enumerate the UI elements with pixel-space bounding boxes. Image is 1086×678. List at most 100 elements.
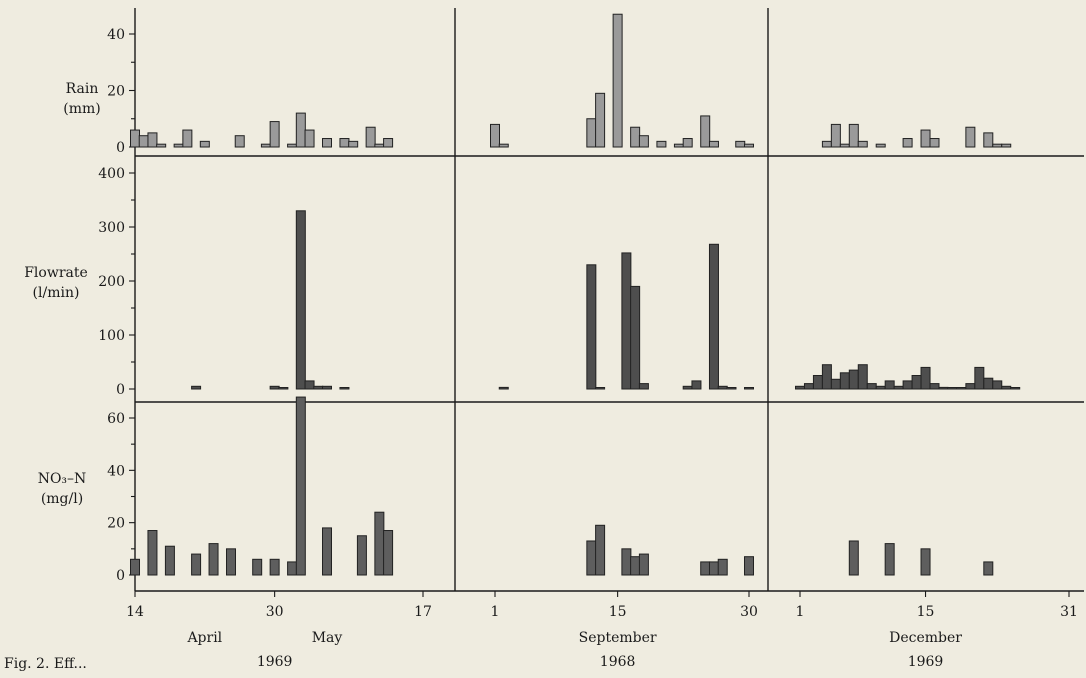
bar-flow xyxy=(630,285,641,390)
x-tick-label: 15 xyxy=(917,604,935,620)
bar-flow xyxy=(595,387,606,390)
bar-flow xyxy=(708,243,719,390)
bar-nitrate xyxy=(252,558,263,576)
y-axis-label-nitrate: NO₃–N xyxy=(38,471,87,487)
bar-rain xyxy=(260,143,271,148)
bar-flow xyxy=(947,387,958,390)
bar-rain xyxy=(612,13,623,148)
bar-rain xyxy=(595,92,606,148)
bar-flow xyxy=(920,366,931,390)
year-label: 1969 xyxy=(257,654,293,670)
bar-rain xyxy=(1001,143,1012,148)
bar-nitrate xyxy=(322,527,332,576)
bar-nitrate xyxy=(920,548,931,576)
bar-nitrate xyxy=(164,545,175,576)
bar-rain xyxy=(630,126,641,148)
bar-rain xyxy=(708,140,719,148)
y-tick-label-nitrate: 60 xyxy=(107,411,125,427)
y-tick-label-flow: 400 xyxy=(98,166,125,182)
y-tick-label-flow: 300 xyxy=(98,220,125,236)
bar-rain xyxy=(130,129,140,148)
y-tick-label-nitrate: 20 xyxy=(107,516,125,532)
bar-flow xyxy=(974,366,985,390)
bar-rain xyxy=(138,135,149,148)
bar-rain xyxy=(173,143,184,148)
bar-nitrate xyxy=(383,530,394,576)
bar-nitrate xyxy=(374,511,385,576)
bar-rain xyxy=(269,121,280,148)
bar-rain xyxy=(821,140,832,148)
bar-rain xyxy=(295,112,306,148)
bar-flow xyxy=(269,385,280,390)
bar-flow xyxy=(339,387,350,390)
bar-flow xyxy=(682,385,693,390)
bar-rain xyxy=(348,140,359,148)
bar-flow xyxy=(726,387,737,390)
bar-rain xyxy=(374,143,385,148)
bar-flow xyxy=(929,383,940,390)
bar-nitrate xyxy=(226,548,236,576)
bar-flow xyxy=(717,385,728,390)
bar-nitrate xyxy=(147,530,158,576)
bar-rain xyxy=(839,143,850,148)
bar-rain xyxy=(234,135,245,148)
bar-flow xyxy=(866,383,877,390)
bar-rain xyxy=(287,143,298,148)
bar-flow xyxy=(691,380,702,390)
bar-nitrate xyxy=(595,524,606,576)
bar-flow xyxy=(278,387,289,390)
bar-rain xyxy=(673,143,684,148)
bar-nitrate xyxy=(884,543,895,576)
bar-rain xyxy=(992,143,1003,148)
bar-flow xyxy=(1001,385,1012,390)
y-tick-label-flow: 0 xyxy=(116,382,125,398)
y-axis-label-rain: Rain xyxy=(66,81,99,97)
bar-flow xyxy=(884,380,895,390)
bar-flow xyxy=(638,383,649,390)
bar-nitrate xyxy=(630,556,641,576)
bar-rain xyxy=(700,115,711,148)
bar-flow xyxy=(304,380,315,390)
bar-nitrate xyxy=(621,548,632,576)
bar-nitrate xyxy=(638,553,649,576)
y-tick-label-nitrate: 0 xyxy=(116,568,125,584)
bar-rain xyxy=(498,143,509,148)
bar-flow xyxy=(956,387,967,390)
bar-nitrate xyxy=(586,540,597,576)
x-tick-label: 17 xyxy=(414,604,432,620)
year-label: 1969 xyxy=(908,654,944,670)
bar-flow xyxy=(295,210,306,390)
bar-flow xyxy=(875,385,886,390)
x-tick-label: 1 xyxy=(796,604,805,620)
bar-flow xyxy=(902,380,913,390)
bar-nitrate xyxy=(208,543,219,576)
x-tick-label: 31 xyxy=(1060,604,1078,620)
figure-caption: Fig. 2. Eff... xyxy=(4,656,87,672)
bar-flow xyxy=(795,385,805,390)
bar-rain xyxy=(656,140,667,148)
month-label: April xyxy=(186,630,222,646)
bar-rain xyxy=(902,138,913,148)
bar-rain xyxy=(383,138,394,148)
bar-rain xyxy=(875,143,886,148)
x-tick-label: 14 xyxy=(126,604,144,620)
bar-rain xyxy=(857,140,868,148)
bar-rain xyxy=(920,129,931,148)
y-tick-label-nitrate: 40 xyxy=(107,463,125,479)
y-axis-label-flow: Flowrate xyxy=(24,265,88,281)
bar-flow xyxy=(1010,387,1021,390)
year-label: 1968 xyxy=(600,654,636,670)
bar-flow xyxy=(586,264,597,390)
bar-rain xyxy=(965,126,976,148)
bar-nitrate xyxy=(287,561,298,576)
bar-flow xyxy=(821,364,832,390)
y-tick-label-rain: 40 xyxy=(107,27,125,43)
bar-flow xyxy=(621,252,632,390)
bar-flow xyxy=(848,369,859,390)
bar-rain xyxy=(848,123,859,148)
bar-nitrate xyxy=(700,561,711,576)
bar-rain xyxy=(490,123,500,148)
bar-rain xyxy=(156,143,167,148)
y-axis-label-flow: (l/min) xyxy=(33,285,80,301)
